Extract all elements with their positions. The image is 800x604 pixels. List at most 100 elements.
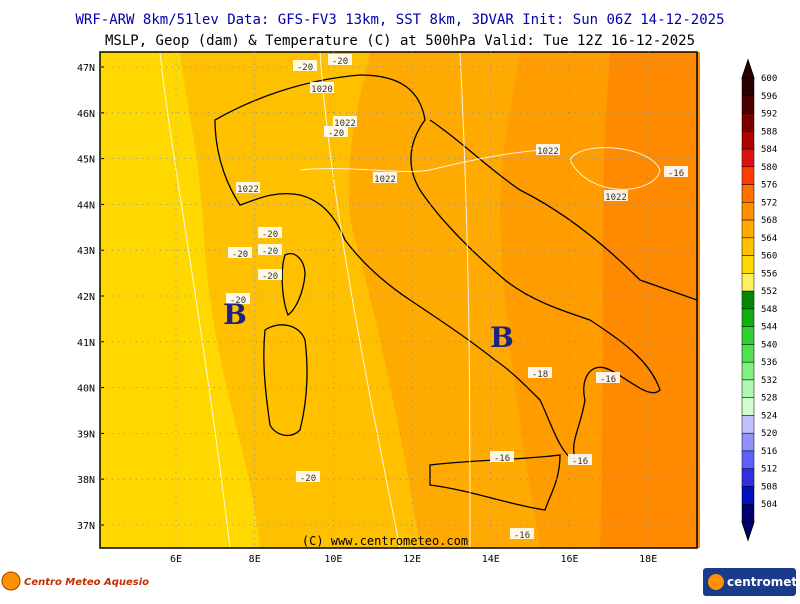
map-area [99,51,700,549]
colorbar-swatch [741,415,755,434]
colorbar-swatch [741,77,755,97]
longitude-label: 14E [482,554,500,565]
low-marker: B [490,321,514,354]
copyright: (C) www.centrometeo.com [302,534,468,548]
contour-label: -20 [328,129,344,139]
right-logo-box [703,568,796,596]
contour-label: -20 [300,474,316,484]
colorbar-swatch [741,202,755,221]
left-logo-icon [1,571,21,591]
low-pressure-labels: BB [223,298,514,354]
colorbar-label: 544 [761,323,777,333]
colorbar-label: 584 [761,145,777,155]
contour-label-bg [510,528,534,539]
colorbar-label: 568 [761,216,777,226]
colorbar-label: 504 [761,500,777,510]
latitude-label: 37N [77,521,95,532]
colorbar-swatch [741,397,755,416]
contour-label-bg [568,454,592,465]
contour-label: -16 [600,375,616,385]
contour-label-bg [664,166,688,177]
contour-label: -20 [230,296,246,306]
latitude-label: 43N [77,246,95,257]
colorbar-swatch [741,184,755,203]
contour-label: -20 [262,247,278,257]
colorbar-swatch [741,308,755,327]
contour-label-bg [604,190,628,201]
colorbar-swatch [741,148,755,168]
contour-label: 1022 [237,185,259,195]
contour-label: 1020 [311,85,333,95]
colorbar-label: 540 [761,340,777,350]
left-logo: Centro Meteo Aquesio [24,577,149,588]
colorbar-swatch [741,450,755,469]
colorbar-label: 596 [761,92,777,102]
colorbar-swatch [741,468,755,487]
contour-label-bg [258,227,282,238]
contour-label-bg [236,182,260,193]
contour-label-bg [333,116,357,127]
contour-label-bg [296,471,320,482]
header-line2: MSLP, Geop (dam) & Temperature (C) at 50… [105,33,695,49]
colorbar-swatch [741,379,755,398]
colorbar-label: 588 [761,127,777,137]
contour-label: 1022 [605,193,627,203]
contour-label-bg [293,60,317,71]
contour-label: -20 [297,63,313,73]
colorbar-label: 524 [761,411,777,421]
colorbar-label: 576 [761,181,777,191]
colorbar-swatch [741,503,755,523]
right-logo: centrometeo [727,575,800,589]
latitude-label: 45N [77,155,95,166]
colorbar-swatch [741,131,755,150]
colorbar-label: 512 [761,465,777,475]
colorbar-label: 592 [761,110,777,120]
colorbar-label: 564 [761,234,777,244]
colorbar-swatch [741,95,755,114]
longitude-label: 6E [170,554,182,565]
latitude-label: 46N [77,109,95,120]
colorbar-swatch [741,326,755,345]
contour-label: -16 [514,531,530,541]
colorbar-swatch [741,290,755,310]
contour-label: -18 [532,370,548,380]
sicily [429,454,561,511]
contour-label: 1022 [537,147,559,157]
colorbar-swatch [741,219,755,239]
colorbar-label: 516 [761,447,777,457]
colorbar-label: 552 [761,287,777,297]
contour-label: 1022 [334,119,356,129]
right-logo-icon [708,574,724,590]
graticule-labels: 47N 46N 45N 44N 43N 42N 41N 40N 39N 38N 37N 6E 8E 10E… [77,52,697,565]
colorbar-label: 548 [761,305,777,315]
contour-label: -20 [332,57,348,67]
italy [214,74,661,461]
contours [159,51,661,549]
latitude-label: 41N [77,338,95,349]
contour-label: -16 [668,169,684,179]
latitude-label: 42N [77,292,95,303]
contour-label-bg [528,367,552,378]
colorbar-label: 528 [761,394,777,404]
colorbar-swatch [741,273,755,292]
colorbar-swatch [741,166,755,185]
contour-label: -20 [232,250,248,260]
colorbar-swatch [741,237,755,256]
contour-labels: -20-2010201022-20102210221022-161022-20-… [226,54,688,541]
contour-label-bg [310,82,334,93]
colorbar-swatch [741,255,755,274]
longitude-label: 16E [560,554,578,565]
longitude-label: 12E [403,554,421,565]
coastlines [214,74,698,511]
colorbar-label: 600 [761,74,777,84]
colorbar-swatch [741,361,755,381]
sardinia [263,324,308,437]
contour-label: -20 [262,272,278,282]
colorbar: 600 596 592 588 584 580 576 572 568 564 560 556 552 5… [741,58,777,542]
contour-label-bg [490,451,514,462]
colorbar-label: 508 [761,482,777,492]
latitude-label: 44N [77,200,95,211]
header-line1: WRF-ARW 8km/51lev Data: GFS-FV3 13km, SS… [75,12,724,28]
colorbar-label: 532 [761,376,777,386]
